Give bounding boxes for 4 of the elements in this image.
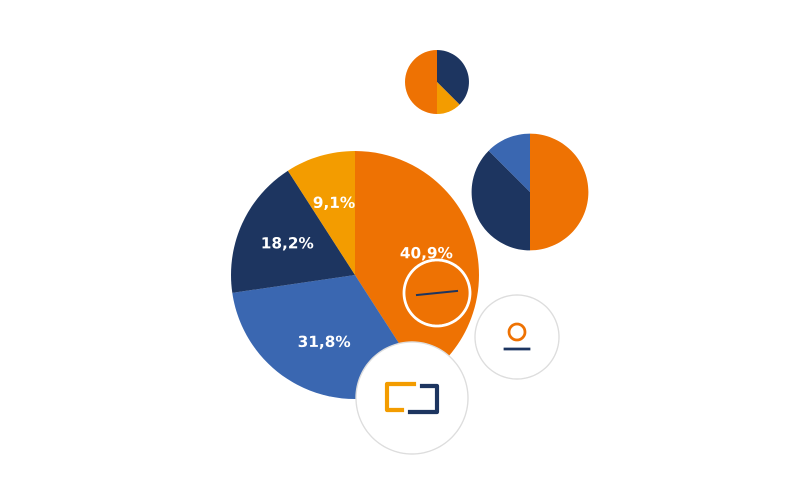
data-label: 18,2% (262, 237, 314, 251)
data-label: 31,8% (298, 336, 350, 350)
data-label: 9,1% (314, 196, 355, 210)
data-label: 40,9% (400, 246, 452, 260)
